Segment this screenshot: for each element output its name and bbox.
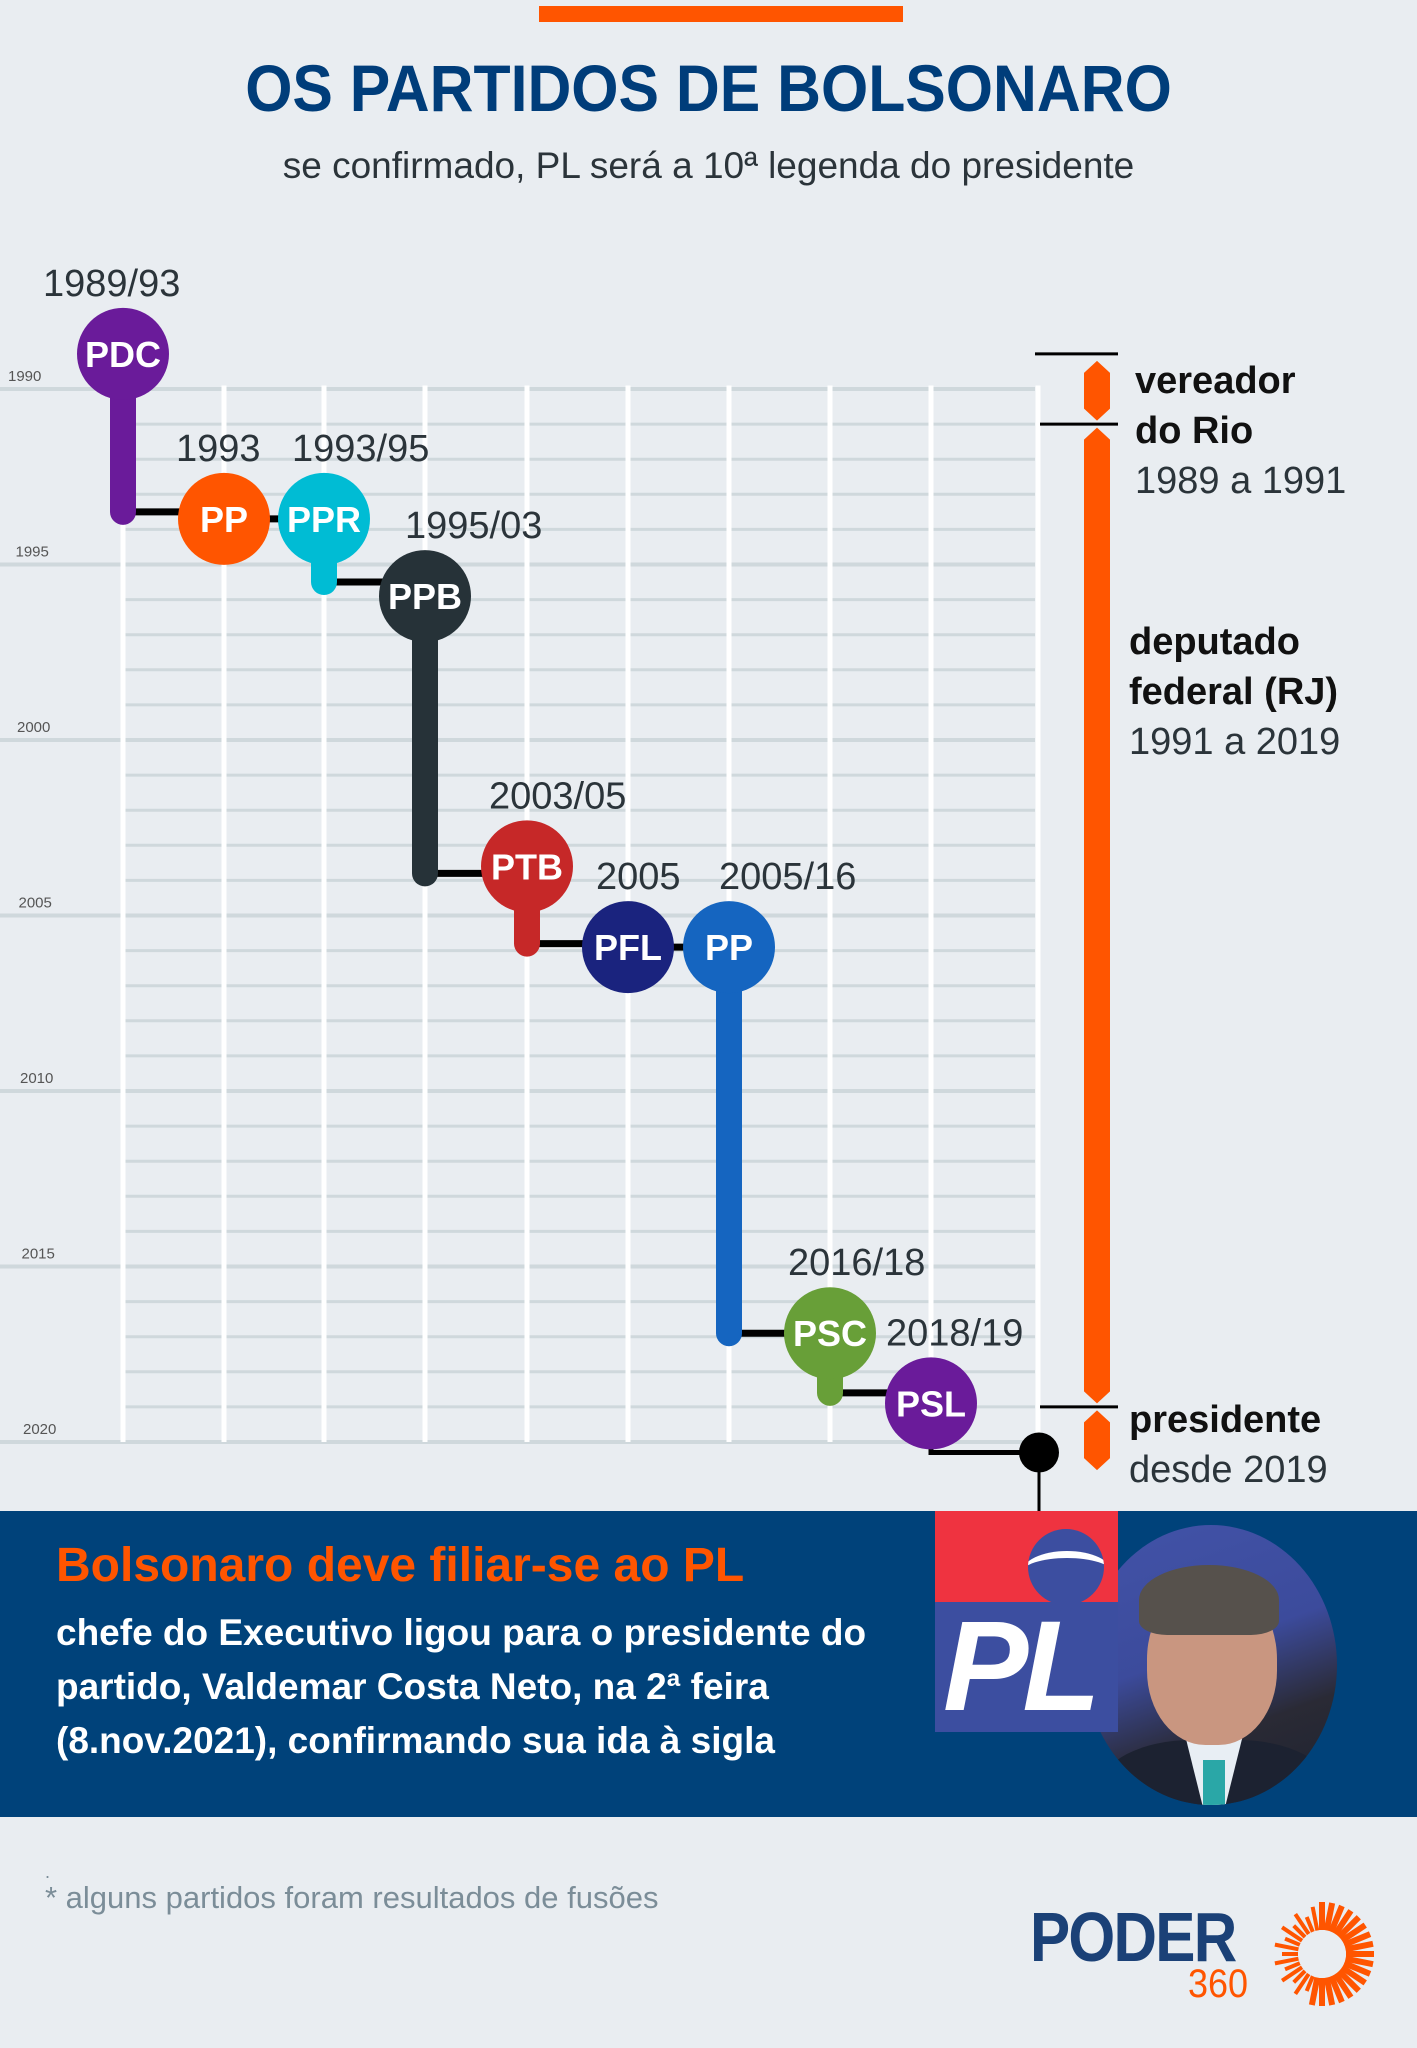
sun-ray [1284,1961,1301,1972]
party-label: PDC [85,334,161,375]
sun-ray [1336,1915,1361,1940]
party-period-label: 2005 [596,856,681,898]
role-title-line: federal (RJ) [1129,671,1339,713]
sun-ray [1293,1972,1311,1996]
sun-ray [1344,1955,1374,1968]
role-period: desde 2019 [1129,1449,1328,1491]
party-label: PPB [388,576,462,617]
banner-text: chefe do Executivo ligou para o presiden… [56,1612,867,1761]
party-label: PP [705,927,753,968]
party-bubble-ppr [278,472,370,565]
poder360-logo: PODER 360 [1030,1902,1375,2012]
party-period-label: 1993/95 [292,428,429,470]
party-period-label: 1993 [176,428,261,470]
sun-ray [1340,1922,1367,1944]
photo-tie [1203,1760,1225,1805]
role-title-line: vereador [1135,360,1296,402]
pl-logo-text: PL [943,1595,1101,1738]
career-bar-presidente [1084,1410,1110,1471]
party-label: PFL [594,927,662,968]
sun-ray [1343,1931,1372,1948]
party-period-label: 2016/18 [788,1242,925,1284]
sun-ray [1328,1975,1345,2004]
role-title-line: deputado [1129,621,1300,663]
sun-ray [1274,1942,1299,1952]
y-tick-label: 2010 [20,1070,53,1087]
party-bubble-ptb [481,820,573,913]
logo-number: 360 [1188,1962,1249,2006]
y-tick-label: 1990 [8,368,41,385]
party-label: PSC [793,1313,867,1354]
party-period-label: 2003/05 [489,775,626,817]
party-bubble-ppb [379,550,471,643]
sun-rays-icon [1274,1902,1374,2006]
party-bubble-pp [178,472,270,565]
career-role-vereador: vereador do Rio 1989 a 1991 [1135,356,1346,506]
y-tick-label: 2020 [23,1421,56,1438]
role-period: 1989 a 1991 [1135,460,1347,502]
sun-ray [1323,1902,1336,1932]
party-bubble-pfl [582,901,674,994]
y-tick-label: 2005 [19,895,52,912]
sun-ray [1304,1975,1315,1992]
role-title-line: presidente [1129,1399,1322,1441]
career-role-presidente: presidente desde 2019 [1129,1395,1328,1495]
career-bar-deputado [1084,427,1110,1404]
sun-ray [1304,1916,1315,1933]
sun-ray [1274,1956,1299,1966]
party-bubble-psl [885,1357,977,1450]
sun-ray [1332,1909,1354,1936]
career-role-deputado: deputado federal (RJ) 1991 a 2019 [1129,617,1340,767]
sun-ray [1280,1965,1304,1983]
sun-ray [1332,1972,1354,1999]
party-label: PP [200,499,248,540]
sun-ray [1293,1912,1311,1936]
y-tick-label: 2015 [22,1246,55,1263]
career-bar-vereador [1084,360,1110,421]
pl-party-logo: PL [935,1511,1118,1732]
sun-ray [1336,1968,1361,1993]
presidency-marker [1019,1432,1059,1473]
party-label: PSL [896,1383,966,1424]
party-timeline-chart: 1990 1995 2000 2005 2010 2015 2020 PDC 1989/93 PP… [0,263,1118,1511]
logo-wordmark: PODER [1030,1898,1237,1976]
party-period-label: 2018/19 [886,1312,1023,1354]
party-period-label: 1989/93 [43,263,180,305]
party-bubble-psc [784,1287,876,1380]
party-period-label: 1995/03 [405,505,542,547]
sun-ray [1340,1964,1367,1986]
party-bubble-pp [683,901,775,994]
pl-logo-blue-band [935,1602,1118,1732]
globe-icon [1028,1529,1104,1605]
photo-hair [1139,1565,1279,1635]
sun-ray [1310,1906,1320,1931]
party-label: PPR [287,499,361,540]
top-accent-bar [539,6,903,22]
y-tick-label: 2000 [17,719,50,736]
party-period-label: 2005/16 [719,856,856,898]
footnote-dot: . [45,1862,51,1882]
sun-ray [1280,1925,1304,1943]
role-title-line: do Rio [1135,410,1254,452]
sun-ray [1343,1960,1372,1977]
sun-ray [1323,1976,1336,2006]
sun-ray [1308,1976,1321,2006]
sun-ray [1292,1969,1307,1984]
y-tick-label: 1995 [16,544,49,561]
party-label: PTB [491,846,563,887]
role-period: 1991 a 2019 [1129,721,1341,763]
party-bubble-pdc [77,307,169,400]
sun-ray [1344,1940,1374,1953]
sun-ray [1328,1904,1345,1933]
sun-ray [1284,1936,1301,1947]
bolsonaro-photo [1085,1525,1337,1805]
banner-title: Bolsonaro deve filiar-se ao PL [56,1539,745,1592]
page-title: OS PARTIDOS DE BOLSONARO [245,51,1172,125]
page-subtitle: se confirmado, PL será a 10ª legenda do … [282,145,1135,186]
sun-ray [1292,1924,1307,1939]
footnote: * alguns partidos foram resultados de fu… [45,1880,659,1915]
